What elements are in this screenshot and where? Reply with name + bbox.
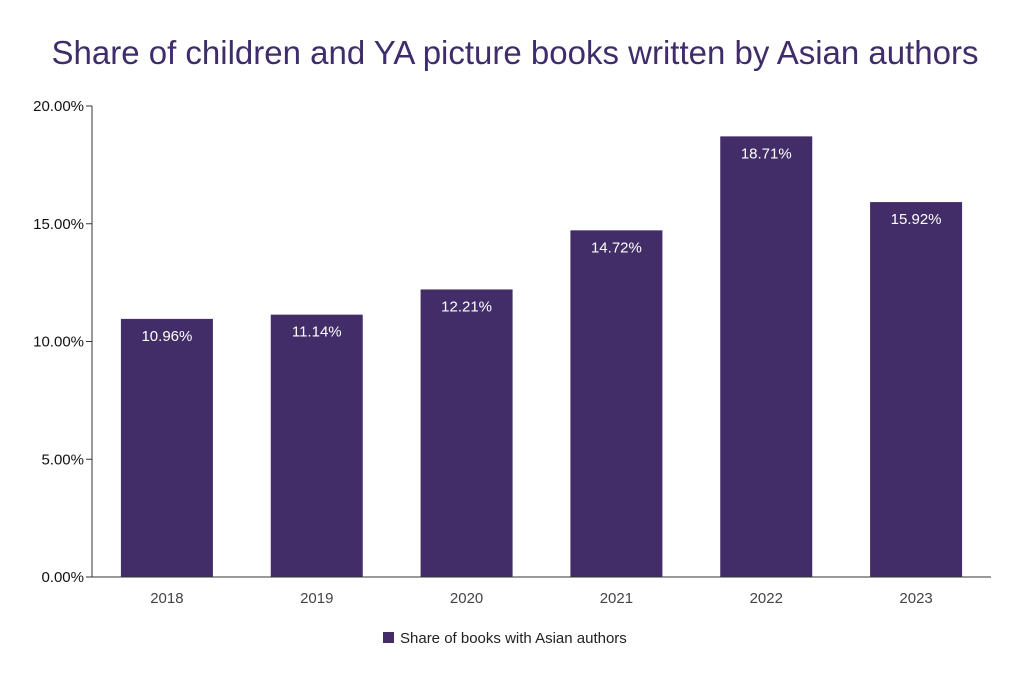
bar-2022	[720, 136, 813, 577]
y-tick-label: 20.00%	[33, 98, 84, 115]
x-tick-label-2019: 2019	[300, 590, 333, 607]
x-tick-label-2023: 2023	[899, 590, 932, 607]
chart-title: Share of children and YA picture books w…	[52, 34, 979, 71]
y-tick-label: 10.00%	[33, 334, 84, 351]
data-label-2023: 15.92%	[891, 211, 942, 228]
x-axis-ticks: 2018 2019 2020 2021 2022 2023	[150, 590, 933, 607]
x-tick-label-2020: 2020	[450, 590, 483, 607]
bar-2021	[570, 230, 663, 577]
y-tick-label: 5.00%	[41, 451, 84, 468]
bar-2020	[420, 289, 513, 577]
bar-2019	[270, 314, 363, 577]
x-tick-label-2022: 2022	[750, 590, 783, 607]
y-tick-label: 0.00%	[41, 569, 84, 586]
y-tick-label: 15.00%	[33, 216, 84, 233]
data-label-2020: 12.21%	[441, 298, 492, 315]
data-label-2022: 18.71%	[741, 145, 792, 162]
y-axis-ticks: 0.00% 5.00% 10.00% 15.00% 20.00%	[33, 98, 92, 586]
data-label-2021: 14.72%	[591, 239, 642, 256]
legend-label: Share of books with Asian authors	[400, 630, 627, 647]
bar-2023	[870, 202, 963, 578]
bar-2018	[120, 318, 213, 577]
legend: Share of books with Asian authors	[383, 630, 627, 647]
bars: 10.96% 11.14% 12.21% 14.72% 18.71% 15.92%	[120, 136, 963, 578]
legend-swatch	[383, 632, 394, 643]
x-tick-label-2018: 2018	[150, 590, 183, 607]
data-label-2019: 11.14%	[292, 324, 342, 341]
x-tick-label-2021: 2021	[600, 590, 633, 607]
data-label-2018: 10.96%	[141, 328, 192, 345]
